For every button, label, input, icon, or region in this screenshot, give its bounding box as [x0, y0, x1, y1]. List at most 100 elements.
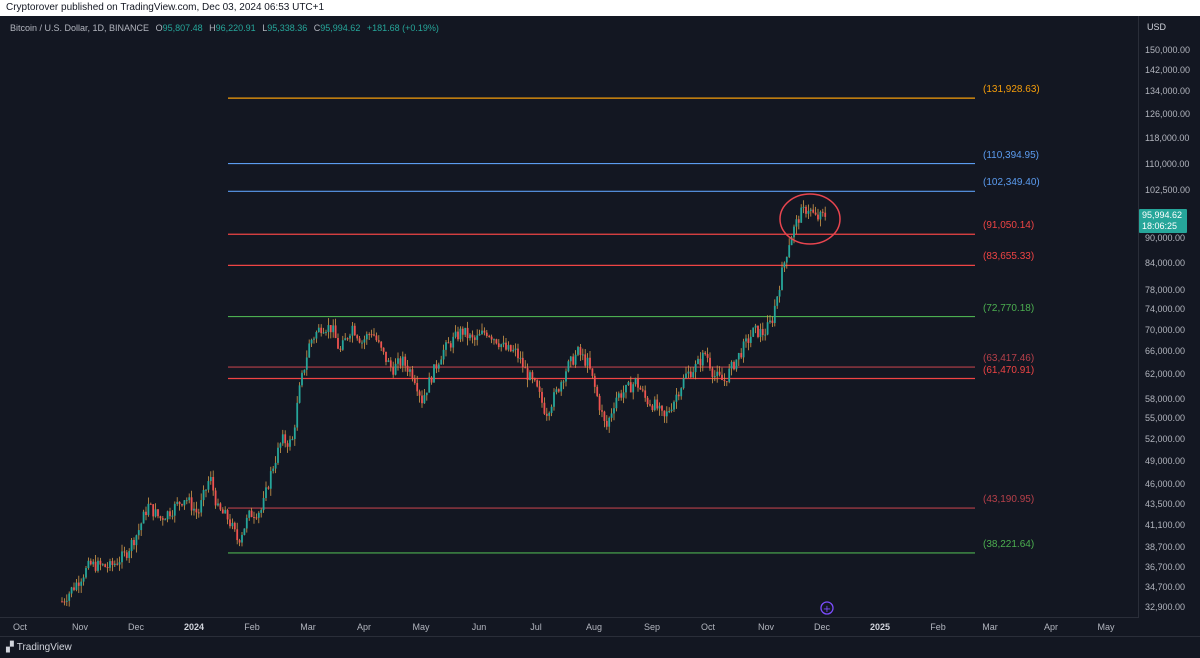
- candle-body[interactable]: [773, 305, 776, 323]
- candle-body[interactable]: [253, 517, 255, 519]
- candle-body[interactable]: [625, 384, 627, 393]
- candle-body[interactable]: [639, 387, 642, 390]
- candle-body[interactable]: [387, 360, 390, 362]
- candle-body[interactable]: [481, 330, 483, 335]
- candle-body[interactable]: [185, 500, 188, 502]
- candle-body[interactable]: [161, 518, 164, 520]
- candle-body[interactable]: [661, 405, 663, 411]
- candle-body[interactable]: [125, 552, 128, 558]
- candle-body[interactable]: [646, 397, 649, 405]
- candle-body[interactable]: [243, 528, 246, 535]
- candle-body[interactable]: [123, 551, 126, 553]
- candle-body[interactable]: [190, 497, 193, 511]
- candle-body[interactable]: [514, 348, 517, 350]
- candle-body[interactable]: [761, 329, 764, 336]
- candle-body[interactable]: [706, 354, 709, 358]
- candle-body[interactable]: [596, 386, 599, 396]
- candle-body[interactable]: [97, 560, 99, 571]
- candle-body[interactable]: [214, 490, 217, 506]
- candle-body[interactable]: [788, 245, 791, 257]
- candle-body[interactable]: [476, 335, 479, 340]
- candle-body[interactable]: [608, 417, 611, 427]
- candle-body[interactable]: [142, 511, 145, 524]
- candle-body[interactable]: [344, 338, 347, 341]
- candle-body[interactable]: [425, 392, 428, 396]
- candle-body[interactable]: [277, 447, 279, 463]
- candle-body[interactable]: [435, 364, 438, 369]
- candle-body[interactable]: [567, 361, 570, 372]
- candle-body[interactable]: [99, 560, 102, 565]
- candle-body[interactable]: [519, 357, 522, 359]
- candle-body[interactable]: [269, 471, 272, 489]
- candle-body[interactable]: [572, 356, 575, 365]
- candle-body[interactable]: [545, 413, 548, 416]
- candle-body[interactable]: [238, 540, 241, 543]
- candle-body[interactable]: [322, 332, 325, 334]
- candle-body[interactable]: [562, 381, 565, 383]
- candle-body[interactable]: [353, 325, 356, 336]
- candle-body[interactable]: [200, 500, 203, 513]
- candle-body[interactable]: [399, 358, 402, 366]
- candle-body[interactable]: [805, 206, 807, 214]
- candle-body[interactable]: [766, 322, 769, 335]
- candle-body[interactable]: [752, 327, 755, 337]
- candle-body[interactable]: [341, 340, 344, 350]
- candle-body[interactable]: [615, 397, 618, 409]
- candle-body[interactable]: [241, 534, 243, 543]
- candle-body[interactable]: [769, 320, 771, 323]
- plus-circle-icon[interactable]: [820, 601, 834, 615]
- candle-body[interactable]: [541, 391, 543, 403]
- candle-body[interactable]: [94, 561, 97, 571]
- candle-body[interactable]: [121, 551, 123, 563]
- candle-body[interactable]: [128, 551, 131, 558]
- candle-body[interactable]: [601, 410, 603, 412]
- candle-body[interactable]: [226, 510, 229, 520]
- candle-body[interactable]: [416, 383, 419, 392]
- candle-body[interactable]: [778, 289, 781, 297]
- time-axis[interactable]: Oct Nov Dec 2024 Feb Mar Apr May Jun Jul Aug Sep Oct…: [0, 618, 1139, 636]
- candle-body[interactable]: [497, 343, 500, 348]
- candle-body[interactable]: [255, 517, 258, 519]
- candle-body[interactable]: [593, 375, 596, 387]
- candle-body[interactable]: [617, 393, 620, 398]
- candle-body[interactable]: [471, 334, 474, 338]
- candle-body[interactable]: [106, 567, 109, 569]
- price-axis[interactable]: USD 150,000.00 142,000.00 134,000.00 126,00…: [1139, 16, 1200, 618]
- candle-body[interactable]: [466, 327, 469, 339]
- candle-body[interactable]: [380, 341, 383, 348]
- candle-body[interactable]: [217, 503, 219, 506]
- candle-body[interactable]: [517, 348, 519, 359]
- candle-body[interactable]: [130, 539, 133, 552]
- currency-unit[interactable]: USD: [1147, 22, 1167, 32]
- candle-body[interactable]: [749, 336, 752, 343]
- candle-body[interactable]: [824, 212, 827, 217]
- candle-body[interactable]: [224, 510, 227, 514]
- candle-body[interactable]: [483, 330, 486, 333]
- candle-body[interactable]: [284, 434, 287, 444]
- candle-body[interactable]: [776, 296, 779, 306]
- candle-body[interactable]: [118, 562, 121, 565]
- candle-body[interactable]: [716, 371, 719, 377]
- highlight-circle[interactable]: [779, 193, 841, 245]
- candle-body[interactable]: [65, 600, 68, 602]
- plot-pane[interactable]: + Bitcoin / U.S. Dollar, 1D, BINANCE O95…: [0, 16, 1139, 618]
- candle-body[interactable]: [821, 211, 824, 213]
- candle-body[interactable]: [159, 516, 162, 519]
- candle-body[interactable]: [733, 361, 735, 370]
- candle-body[interactable]: [577, 347, 579, 355]
- candle-body[interactable]: [533, 378, 536, 381]
- candle-body[interactable]: [689, 371, 692, 378]
- candle-body[interactable]: [428, 377, 431, 393]
- candle-body[interactable]: [627, 382, 630, 385]
- candle-body[interactable]: [397, 358, 399, 364]
- candle-body[interactable]: [709, 357, 711, 369]
- candle-body[interactable]: [790, 237, 793, 246]
- candle-body[interactable]: [548, 412, 551, 416]
- candle-body[interactable]: [368, 334, 371, 336]
- candle-body[interactable]: [334, 325, 337, 338]
- candle-body[interactable]: [538, 386, 541, 392]
- candle-body[interactable]: [574, 354, 577, 365]
- candle-body[interactable]: [543, 402, 546, 414]
- candle-body[interactable]: [147, 503, 150, 516]
- candle-body[interactable]: [82, 577, 85, 582]
